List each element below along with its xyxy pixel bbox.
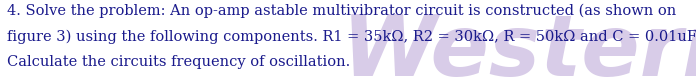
Text: figure 3) using the following components. R1 = 35kΩ, R2 = 30kΩ, R = 50kΩ and C =: figure 3) using the following components…: [7, 30, 697, 44]
Text: Western: Western: [342, 11, 697, 81]
Text: 4. Solve the problem: An op-amp astable multivibrator circuit is constructed (as: 4. Solve the problem: An op-amp astable …: [7, 4, 676, 18]
Text: Calculate the circuits frequency of oscillation.: Calculate the circuits frequency of osci…: [7, 55, 350, 69]
